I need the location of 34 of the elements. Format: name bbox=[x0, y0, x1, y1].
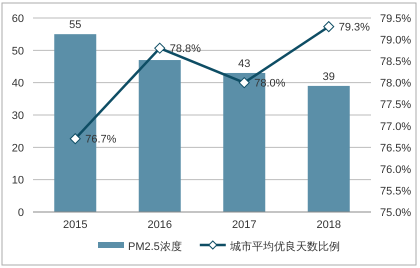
y-tick-label: 30 bbox=[12, 110, 24, 122]
y2-tick-label: 77.0% bbox=[380, 120, 412, 133]
point bbox=[70, 133, 81, 144]
y2-tick-label: 75.5% bbox=[380, 185, 412, 198]
data-label: 55 bbox=[69, 19, 82, 32]
y2-tick-label: 79.5% bbox=[380, 13, 412, 25]
legend-label: PM2.5浓度 bbox=[128, 240, 182, 253]
y-tick-label: 20 bbox=[12, 142, 24, 154]
y2-tick-label: 78.5% bbox=[380, 56, 412, 68]
y-tick-label: 0 bbox=[18, 207, 24, 219]
y2-tick-label: 75.0% bbox=[380, 207, 412, 219]
x-tick-label: 2017 bbox=[232, 219, 256, 231]
x-tick-label: 2018 bbox=[316, 219, 341, 231]
y-tick-label: 60 bbox=[12, 13, 24, 25]
y-tick-label: 50 bbox=[12, 45, 24, 58]
bar bbox=[308, 86, 350, 212]
bar bbox=[138, 60, 181, 212]
y-tick-label: 40 bbox=[12, 78, 24, 90]
x-tick-label: 2015 bbox=[63, 219, 88, 231]
x-tick-label: 2016 bbox=[148, 219, 172, 231]
y2-tick-label: 78.0% bbox=[380, 78, 412, 90]
point bbox=[238, 77, 250, 88]
y2-tick-label: 77.5% bbox=[380, 99, 412, 112]
y2-tick-label: 79.0% bbox=[380, 34, 412, 47]
y2-tick-label: 76.0% bbox=[380, 164, 412, 176]
point bbox=[154, 42, 166, 54]
y-tick-label: 10 bbox=[12, 174, 24, 187]
data-label: 39 bbox=[322, 70, 335, 83]
data-label: 43 bbox=[238, 58, 250, 70]
point bbox=[323, 21, 334, 32]
data-label: 79.3% bbox=[338, 22, 370, 34]
legend-label: 城市平均优良天数比例 bbox=[228, 240, 340, 253]
y2-tick-label: 76.5% bbox=[380, 142, 412, 154]
data-label: 78.8% bbox=[170, 43, 202, 56]
